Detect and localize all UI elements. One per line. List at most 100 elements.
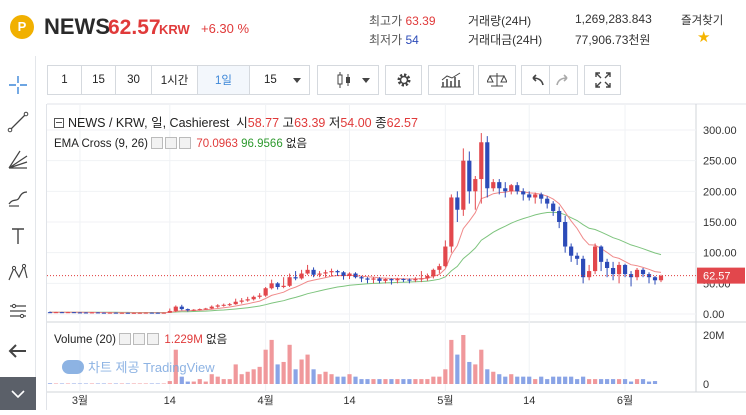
- candle-body: [461, 161, 465, 210]
- volume-bar: [258, 367, 262, 384]
- eye-icon[interactable]: [151, 137, 163, 149]
- volume-bar: [395, 379, 399, 384]
- tradingview-watermark[interactable]: 차트 제공 TradingView: [62, 357, 215, 376]
- candle-body: [653, 277, 657, 280]
- candle-body: [389, 279, 393, 280]
- volume-bar: [383, 379, 387, 384]
- gear-icon[interactable]: [165, 137, 177, 149]
- candle-body: [270, 283, 274, 288]
- last-price-label: 62.57: [703, 271, 731, 283]
- y-tick-label: 200.00: [703, 186, 737, 198]
- candle-body: [299, 274, 303, 279]
- x-tick-label: 14: [523, 395, 535, 407]
- y-tick-label: 100.00: [703, 248, 737, 260]
- low-label: 저: [329, 116, 341, 130]
- candle-body: [545, 199, 549, 204]
- volume-bar: [294, 369, 298, 384]
- volume-value: 1.229M: [164, 334, 202, 346]
- candle-body: [102, 313, 106, 314]
- candle-body: [294, 277, 298, 278]
- candle-body: [623, 265, 627, 274]
- candle-body: [156, 313, 160, 314]
- high-label: 고: [283, 116, 295, 130]
- volume-bar: [222, 379, 226, 384]
- candle-body: [48, 312, 52, 313]
- x-tick-label: 6월: [617, 394, 633, 407]
- candle-body: [587, 271, 591, 277]
- volume-bar: [467, 362, 471, 384]
- volume-bar: [365, 379, 369, 384]
- volume-bar: [641, 379, 645, 384]
- candle-body: [557, 211, 561, 222]
- candle-body: [78, 312, 82, 313]
- close-icon[interactable]: [147, 333, 159, 345]
- candle-body: [180, 307, 184, 309]
- candle-body: [60, 312, 64, 313]
- volume-bar: [216, 377, 220, 384]
- candle-body: [377, 278, 381, 280]
- volume-tick-label: 20M: [703, 330, 724, 342]
- candle-body: [527, 194, 531, 197]
- candle-body: [611, 268, 615, 274]
- volume-bar: [563, 377, 567, 384]
- volume-bar: [557, 377, 561, 384]
- candle-body: [359, 277, 363, 278]
- candle-body: [575, 256, 579, 259]
- ema-fast-value: 70.0963: [196, 138, 238, 150]
- x-tick-label: 4월: [258, 394, 274, 407]
- volume-bar: [497, 374, 501, 384]
- candle-body: [66, 312, 70, 313]
- candle-body: [569, 247, 573, 256]
- candle-body: [365, 278, 369, 279]
- volume-bar: [653, 381, 657, 384]
- candle-body: [593, 247, 597, 272]
- x-tick-label: 14: [164, 395, 176, 407]
- candle-body: [258, 296, 262, 297]
- close-value: 62.57: [387, 116, 418, 130]
- candle-body: [515, 185, 519, 191]
- volume-bar: [629, 382, 633, 384]
- volume-bar: [611, 379, 615, 384]
- candle-body: [509, 185, 513, 191]
- volume-bar: [299, 360, 303, 385]
- volume-legend: Volume (20) 1.229M 없음: [54, 331, 227, 347]
- volume-bar: [485, 369, 489, 384]
- volume-bar: [234, 364, 238, 384]
- volume-bar: [515, 377, 519, 384]
- volume-bar: [635, 379, 639, 384]
- candle-body: [401, 279, 405, 280]
- volume-bar: [575, 379, 579, 384]
- close-icon[interactable]: [179, 137, 191, 149]
- volume-bar: [455, 355, 459, 384]
- volume-bar: [264, 350, 268, 384]
- candle-body: [138, 313, 142, 314]
- volume-bar: [317, 374, 321, 384]
- volume-bar: [539, 377, 543, 384]
- volume-bar: [599, 379, 603, 384]
- volume-bar: [228, 379, 232, 384]
- volume-bar: [587, 379, 591, 384]
- candle-body: [210, 307, 214, 309]
- candle-body: [54, 312, 58, 313]
- volume-bar: [473, 364, 477, 384]
- volume-bar: [323, 372, 327, 384]
- legend-title: NEWS / KRW, 일, Cashierest: [68, 116, 229, 130]
- gear-icon[interactable]: [133, 333, 145, 345]
- collapse-icon[interactable]: [54, 118, 64, 128]
- candle-body: [222, 305, 226, 306]
- close-label: 종: [375, 116, 387, 130]
- candle-body: [288, 277, 292, 286]
- candle-body: [383, 279, 387, 281]
- candle-body: [473, 179, 477, 191]
- candle-body: [114, 313, 118, 314]
- y-tick-label: 0.00: [703, 309, 724, 321]
- volume-bar: [419, 379, 423, 384]
- candle-body: [491, 182, 495, 188]
- eye-icon[interactable]: [119, 333, 131, 345]
- candle-body: [252, 297, 256, 299]
- candle-body: [479, 142, 483, 179]
- ema-slow-line: [50, 212, 661, 312]
- candle-body: [264, 288, 268, 295]
- candle-body: [311, 270, 315, 275]
